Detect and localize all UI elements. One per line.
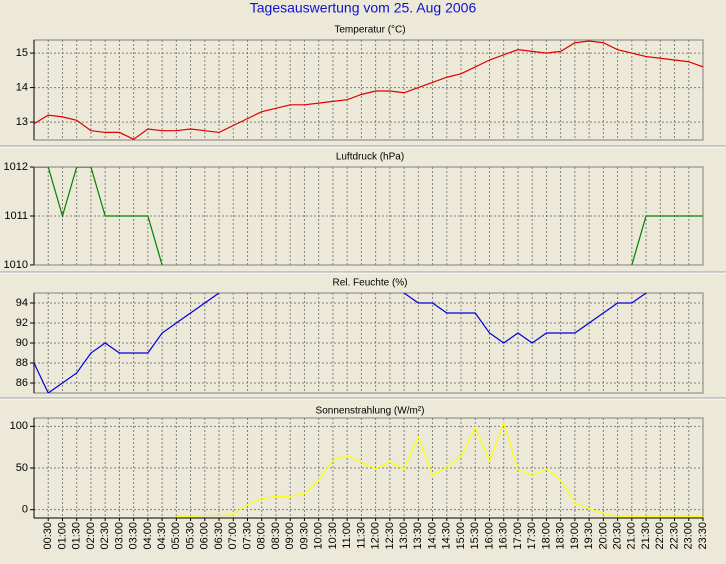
x-tick-label: 14:30 bbox=[441, 522, 453, 550]
x-tick-label: 01:30 bbox=[71, 522, 83, 550]
x-tick-label: 13:30 bbox=[412, 522, 424, 550]
x-tick-label: 03:30 bbox=[128, 522, 140, 550]
y-tick-label: 92 bbox=[16, 317, 28, 329]
x-tick-label: 22:00 bbox=[654, 522, 666, 550]
panel-title: Rel. Feuchte (%) bbox=[332, 278, 407, 289]
x-tick-label: 13:00 bbox=[398, 522, 410, 550]
x-tick-label: 11:30 bbox=[355, 522, 367, 549]
y-tick-label: 15 bbox=[16, 47, 28, 59]
y-tick-label: 1012 bbox=[4, 161, 28, 173]
x-tick-label: 18:00 bbox=[540, 522, 552, 550]
x-tick-label: 06:00 bbox=[199, 522, 211, 550]
x-tick-label: 17:00 bbox=[512, 522, 524, 550]
x-tick-label: 14:00 bbox=[426, 522, 438, 550]
y-tick-label: 88 bbox=[16, 357, 28, 369]
x-tick-label: 12:00 bbox=[370, 522, 382, 550]
x-tick-label: 00:30 bbox=[42, 522, 54, 550]
plot bbox=[34, 293, 647, 393]
x-tick-label: 09:30 bbox=[298, 522, 310, 550]
y-tick-label: 50 bbox=[16, 462, 28, 474]
x-tick-label: 11:00 bbox=[341, 522, 353, 549]
y-tick-label: 94 bbox=[16, 297, 28, 309]
data-line bbox=[34, 40, 703, 140]
x-tick-label: 09:00 bbox=[284, 522, 296, 550]
x-tick-label: 06:30 bbox=[213, 522, 225, 550]
x-tick-label: 04:30 bbox=[156, 522, 168, 550]
x-tick-label: 19:30 bbox=[583, 522, 595, 550]
x-tick-label: 17:30 bbox=[526, 522, 538, 550]
y-tick-label: 86 bbox=[16, 377, 28, 389]
x-tick-label: 10:30 bbox=[327, 522, 339, 550]
x-tick-label: 20:30 bbox=[612, 522, 624, 550]
y-tick-label: 14 bbox=[16, 81, 28, 93]
y-tick-label: 1010 bbox=[4, 259, 28, 271]
x-tick-label: 22:30 bbox=[668, 522, 680, 550]
y-tick-label: 100 bbox=[10, 420, 28, 432]
plot bbox=[34, 167, 703, 265]
x-tick-label: 16:00 bbox=[483, 522, 495, 550]
data-line bbox=[34, 167, 703, 265]
x-tick-label: 21:30 bbox=[640, 522, 652, 550]
x-tick-label: 16:30 bbox=[498, 522, 510, 550]
x-tick-label: 03:00 bbox=[113, 522, 125, 550]
x-tick-label: 15:30 bbox=[469, 522, 481, 550]
y-tick-label: 1011 bbox=[4, 210, 28, 222]
x-tick-label: 23:00 bbox=[683, 522, 695, 550]
plot bbox=[176, 421, 703, 517]
x-tick-label: 12:30 bbox=[384, 522, 396, 550]
x-tick-label: 02:30 bbox=[99, 522, 111, 550]
y-tick-label: 13 bbox=[16, 116, 28, 128]
x-tick-label: 01:00 bbox=[56, 522, 68, 550]
x-tick-label: 19:00 bbox=[569, 522, 581, 550]
x-tick-label: 04:00 bbox=[142, 522, 154, 550]
x-tick-label: 15:00 bbox=[455, 522, 467, 550]
panel-title: Temperatur (°C) bbox=[334, 25, 405, 36]
data-line bbox=[34, 293, 647, 393]
x-tick-label: 07:00 bbox=[227, 522, 239, 550]
x-tick-label: 05:00 bbox=[170, 522, 182, 550]
plot bbox=[34, 40, 703, 140]
page-title: Tagesauswertung vom 25. Aug 2006 bbox=[250, 0, 477, 16]
x-tick-label: 08:30 bbox=[270, 522, 282, 550]
x-tick-label: 20:00 bbox=[597, 522, 609, 550]
x-tick-label: 07:30 bbox=[241, 522, 253, 550]
x-tick-label: 05:30 bbox=[184, 522, 196, 550]
y-tick-label: 0 bbox=[22, 504, 28, 516]
data-line bbox=[176, 421, 703, 517]
panel-title: Luftdruck (hPa) bbox=[336, 152, 404, 163]
x-tick-label: 10:00 bbox=[313, 522, 325, 550]
x-tick-label: 21:00 bbox=[626, 522, 638, 550]
y-tick-label: 90 bbox=[16, 337, 28, 349]
panel-title: Sonnenstrahlung (W/m²) bbox=[316, 406, 425, 417]
x-tick-label: 08:00 bbox=[256, 522, 268, 550]
x-tick-label: 18:30 bbox=[555, 522, 567, 550]
x-tick-label: 02:00 bbox=[85, 522, 97, 550]
x-tick-label: 23:30 bbox=[697, 522, 709, 550]
